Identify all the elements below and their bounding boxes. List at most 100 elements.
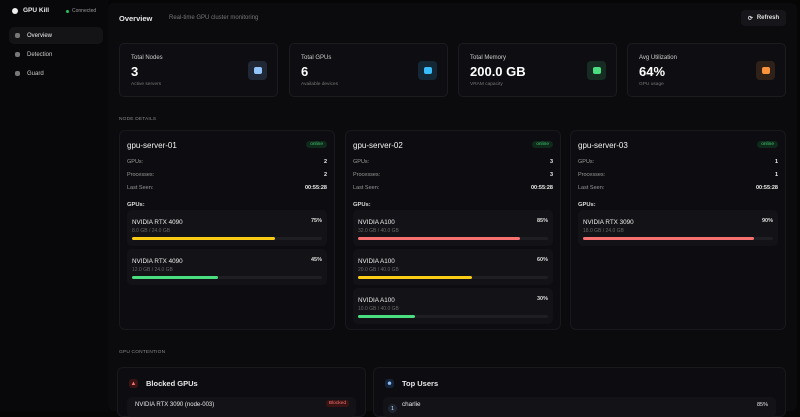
sidebar-item-label: Detection — [27, 51, 53, 58]
connection-label: Connected — [72, 8, 97, 14]
gpus-row: GPUs: 1 — [578, 159, 778, 165]
user-name: charlie — [402, 401, 421, 408]
connection-status: Connected — [66, 8, 96, 14]
refresh-button[interactable]: ⟳ Refresh — [741, 10, 786, 26]
stat-sub: VRAM capacity — [470, 82, 503, 87]
server-icon — [248, 61, 267, 80]
user-usage: 85% — [756, 402, 768, 408]
warning-icon: ▲ — [129, 379, 138, 388]
utilization-fill — [583, 237, 754, 240]
utilization-bar — [358, 237, 548, 240]
stat-card: Avg Utilization 64% GPU usage — [627, 43, 786, 97]
status-dot-icon — [66, 9, 69, 13]
gpus-label: GPUs: — [578, 159, 595, 165]
blocked-gpu-item[interactable]: NVIDIA RTX 3090 (node-003) Blocked — [127, 397, 356, 417]
stat-label: Total Nodes — [131, 55, 163, 61]
processes-value: 1 — [774, 172, 778, 178]
node-card: gpu-server-01 online GPUs: 2 Processes: 2 … — [119, 130, 335, 330]
gpus-label: GPUs: — [353, 159, 370, 165]
shield-icon — [15, 52, 20, 57]
top-users-title: Top Users — [402, 379, 439, 388]
refresh-icon: ⟳ — [747, 15, 753, 22]
top-users-card: ☻ Top Users 1 charlie 85% — [373, 367, 786, 417]
gpus-value: 2 — [323, 159, 327, 165]
gpu-item[interactable]: NVIDIA A100 60% 20.0 GB / 40.0 GB — [353, 249, 553, 285]
utilization-fill — [358, 276, 472, 279]
stat-card: Total Nodes 3 Active servers — [119, 43, 278, 97]
gpu-item[interactable]: NVIDIA A100 85% 32.0 GB / 40.0 GB — [353, 210, 553, 246]
gpu-memory: 10.0 GB / 40.0 GB — [358, 306, 399, 312]
sidebar: GPU Kill Connected Overview Detection Gu… — [0, 0, 108, 411]
gpu-item[interactable]: NVIDIA RTX 4090 75% 8.0 GB / 24.0 GB — [127, 210, 327, 246]
stat-card: Total Memory 200.0 GB VRAM capacity — [458, 43, 617, 97]
stat-label: Total GPUs — [301, 55, 332, 61]
stat-label: Avg Utilization — [639, 55, 677, 61]
gpu-memory: 32.0 GB / 40.0 GB — [358, 228, 399, 234]
gpu-utilization: 90% — [761, 218, 773, 224]
processes-row: Processes: 1 — [578, 172, 778, 178]
user-rank: 1 — [388, 404, 397, 413]
gpu-utilization: 45% — [310, 257, 322, 263]
stat-value: 200.0 GB — [470, 64, 526, 79]
gpu-memory: 20.0 GB / 40.0 GB — [358, 267, 399, 273]
gpus-label: GPUs: — [127, 159, 144, 165]
blocked-badge: Blocked — [325, 400, 349, 407]
utilization-bar — [583, 237, 773, 240]
gpu-name: NVIDIA RTX 4090 — [132, 219, 183, 226]
node-card: gpu-server-02 online GPUs: 3 Processes: 3 … — [345, 130, 561, 330]
gpu-utilization: 85% — [536, 218, 548, 224]
shield-icon — [15, 71, 20, 76]
database-icon — [587, 61, 606, 80]
gpu-memory: 18.0 GB / 24.0 GB — [583, 228, 624, 234]
last-seen-label: Last Seen: — [578, 185, 605, 191]
processes-row: Processes: 2 — [127, 172, 327, 178]
gpu-utilization: 60% — [536, 257, 548, 263]
chip-icon — [418, 61, 437, 80]
utilization-fill — [132, 237, 275, 240]
blocked-gpus-card: ▲ Blocked GPUs NVIDIA RTX 3090 (node-003… — [117, 367, 366, 417]
logo-icon — [12, 7, 18, 14]
gpus-value: 3 — [549, 159, 553, 165]
status-badge: online — [532, 141, 553, 148]
refresh-label: Refresh — [756, 15, 780, 21]
last-seen-value: 00:55:28 — [530, 185, 553, 191]
bar-chart-icon — [15, 33, 20, 38]
gpu-item[interactable]: NVIDIA RTX 3090 90% 18.0 GB / 24.0 GB — [578, 210, 778, 246]
gpu-item[interactable]: NVIDIA RTX 4090 45% 12.0 GB / 24.0 GB — [127, 249, 327, 285]
sidebar-item-detection[interactable]: Detection — [9, 46, 103, 63]
stat-value: 3 — [131, 64, 139, 79]
last-seen-label: Last Seen: — [127, 185, 154, 191]
gpu-contention-heading: GPU CONTENTION — [119, 350, 166, 355]
status-badge: online — [757, 141, 778, 148]
sidebar-item-label: Guard — [27, 70, 44, 77]
gpus-row: GPUs: 3 — [353, 159, 553, 165]
utilization-fill — [358, 315, 415, 318]
stat-sub: Active servers — [131, 82, 162, 87]
page-title: Overview — [119, 14, 153, 23]
blocked-gpus-title: Blocked GPUs — [146, 379, 198, 388]
node-name: gpu-server-03 — [578, 141, 628, 150]
top-user-item[interactable]: 1 charlie 85% — [383, 397, 776, 417]
node-name: gpu-server-02 — [353, 141, 403, 150]
last-seen-label: Last Seen: — [353, 185, 380, 191]
gpu-item[interactable]: NVIDIA A100 30% 10.0 GB / 40.0 GB — [353, 288, 553, 324]
utilization-bar — [358, 276, 548, 279]
sidebar-item-label: Overview — [27, 32, 53, 39]
main-content: Overview Real-time GPU cluster monitorin… — [108, 3, 797, 417]
utilization-fill — [358, 237, 520, 240]
gpu-memory: 12.0 GB / 24.0 GB — [132, 267, 173, 273]
last-seen-value: 00:55:28 — [755, 185, 778, 191]
sidebar-item-overview[interactable]: Overview — [9, 27, 103, 44]
gpu-name: NVIDIA A100 — [358, 297, 395, 304]
processes-row: Processes: 3 — [353, 172, 553, 178]
stat-label: Total Memory — [470, 55, 507, 61]
stat-value: 64% — [639, 64, 666, 79]
status-badge: online — [306, 141, 327, 148]
processes-value: 2 — [323, 172, 327, 178]
processes-label: Processes: — [127, 172, 155, 178]
processes-label: Processes: — [353, 172, 381, 178]
sidebar-item-guard[interactable]: Guard — [9, 65, 103, 82]
last-seen-row: Last Seen: 00:55:28 — [127, 185, 327, 191]
gpus-heading: GPUs: — [578, 202, 596, 208]
gpus-heading: GPUs: — [127, 202, 145, 208]
